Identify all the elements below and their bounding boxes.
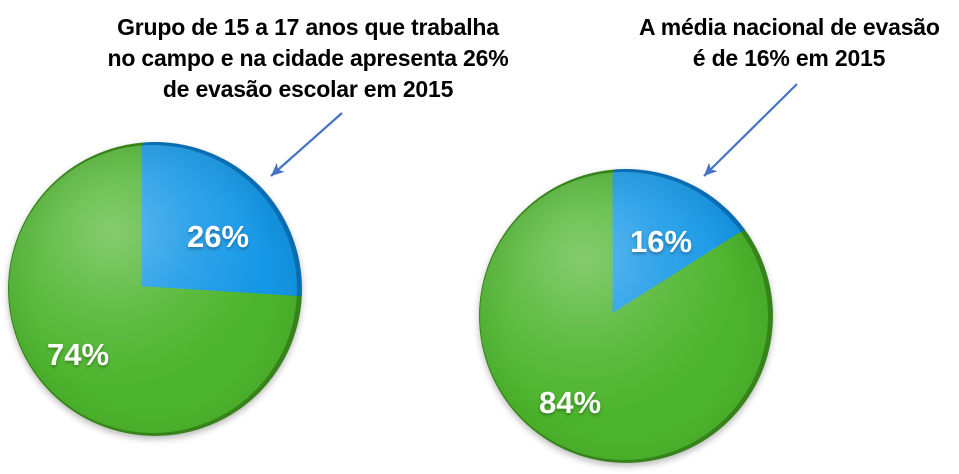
- left-pie-title: Grupo de 15 a 17 anos que trabalha no ca…: [58, 12, 558, 105]
- right-pie-green-slice-label: 84%: [538, 385, 602, 420]
- right-pie-title-line-1: A média nacional de evasão: [639, 14, 940, 40]
- left-pie-blue-slice-label: 26%: [186, 219, 250, 254]
- left-pie-title-line-1: Grupo de 15 a 17 anos que trabalha: [117, 14, 499, 40]
- left-pie-title-line-3: de evasão escolar em 2015: [162, 76, 454, 102]
- right-annotation-arrow: [703, 83, 798, 177]
- left-pie-title-line-2: no campo e na cidade apresenta 26%: [107, 45, 509, 71]
- left-annotation-arrow: [270, 112, 343, 177]
- right-pie-blue-slice-label: 16%: [629, 224, 693, 259]
- left-pie-green-slice-label: 74%: [46, 337, 110, 372]
- right-pie-title-line-2: é de 16% em 2015: [692, 45, 886, 71]
- right-pie-chart: [480, 172, 768, 460]
- left-pie-chart: [9, 145, 297, 433]
- right-pie-title: A média nacional de evasão é de 16% em 2…: [639, 12, 940, 74]
